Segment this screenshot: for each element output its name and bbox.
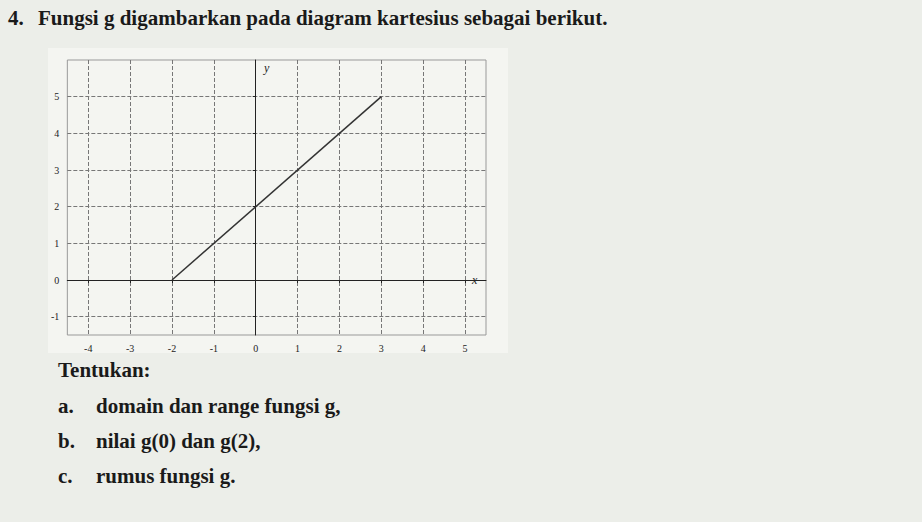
svg-text:2: 2 [337,343,342,354]
html-text:b.: b. [58,429,75,453]
svg-text:y: y [263,61,270,75]
html-text:rumus fungsi g.: rumus fungsi g. [96,464,236,488]
svg-text:-4: -4 [84,343,92,354]
html-text:Fungsi g digambarkan pada diag: Fungsi g digambarkan pada diagram kartes… [38,6,608,30]
svg-text:3: 3 [379,343,384,354]
html-text:nilai g(0) dan g(2),: nilai g(0) dan g(2), [96,429,261,453]
svg-text:-1: -1 [210,343,218,354]
svg-text:-1: -1 [51,311,59,322]
svg-text:1: 1 [295,343,300,354]
svg-text:2: 2 [54,201,59,212]
svg-text:0: 0 [54,275,59,286]
svg-text:-2: -2 [168,343,176,354]
svg-text:1: 1 [54,238,59,249]
svg-text:x: x [472,273,478,287]
html-text:domain dan range fungsi g,: domain dan range fungsi g, [96,394,341,418]
svg-text:4: 4 [421,343,426,354]
svg-text:3: 3 [54,165,59,176]
html-text:4.: 4. [8,6,24,30]
svg-text:4: 4 [54,128,59,139]
html-text:Tentukan:: Tentukan: [58,358,151,382]
html-text:a.: a. [58,394,74,418]
svg-text:-3: -3 [126,343,134,354]
svg-text:5: 5 [54,91,59,102]
svg-text:5: 5 [463,343,468,354]
html-text:c.: c. [58,464,73,488]
svg-text:0: 0 [253,343,258,354]
